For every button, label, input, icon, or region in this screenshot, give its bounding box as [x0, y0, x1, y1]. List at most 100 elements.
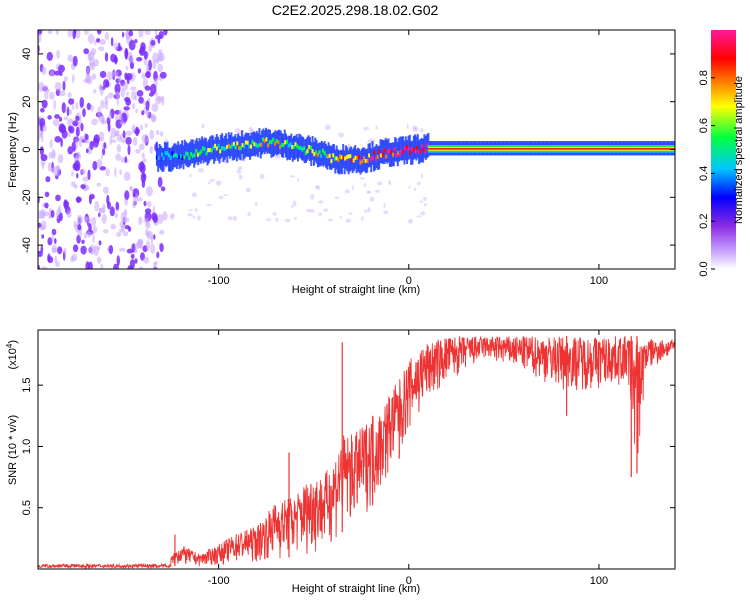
ridge-cell — [241, 143, 244, 148]
noise-speckle — [192, 215, 196, 219]
noise-speckle — [68, 126, 75, 134]
ridge-halo — [270, 133, 273, 158]
ridge-cell — [339, 154, 341, 159]
noise-speckle — [387, 180, 392, 186]
ridge-halo — [423, 134, 426, 159]
noise-speckle — [147, 200, 152, 208]
noise-speckle — [111, 139, 117, 144]
noise-speckle — [359, 177, 365, 180]
ridge-cell — [462, 146, 465, 151]
ridge-cell — [303, 146, 306, 151]
noise-speckle — [79, 97, 85, 108]
ridge-cell — [582, 146, 584, 151]
ridge-cell — [556, 146, 559, 151]
ridge-cell — [612, 146, 615, 151]
ridge-cell — [434, 146, 437, 151]
ridge-cell — [356, 155, 359, 160]
noise-speckle — [141, 134, 149, 144]
noise-speckle — [156, 214, 164, 224]
ridge-cell — [417, 149, 420, 154]
noise-speckle — [131, 124, 136, 134]
ridge-halo — [286, 136, 289, 161]
ridge-cell — [505, 146, 507, 151]
ridge-halo — [187, 143, 190, 168]
noise-speckle — [99, 166, 107, 171]
ridge-cell — [265, 137, 268, 142]
ridge-cell — [578, 146, 581, 151]
noise-speckle — [75, 30, 81, 39]
ridge-halo — [388, 143, 391, 167]
noise-speckle — [47, 115, 52, 120]
ridge-halo — [403, 140, 406, 165]
ridge-cell — [448, 146, 451, 151]
ridge-halo — [334, 149, 337, 174]
ridge-cell — [626, 146, 629, 151]
ridge-cell — [272, 137, 275, 142]
noise-speckle — [75, 101, 79, 110]
noise-speckle — [75, 196, 82, 203]
noise-speckle — [115, 129, 120, 137]
noise-speckle — [97, 30, 102, 35]
noise-speckle — [339, 216, 342, 219]
noise-speckle — [156, 251, 160, 259]
ridge-cell — [479, 146, 482, 151]
ridge-halo — [213, 139, 216, 164]
ridge-cell — [436, 146, 439, 151]
ridge-halo — [226, 138, 229, 163]
noise-speckle — [153, 262, 157, 269]
noise-speckle — [84, 30, 89, 35]
noise-speckle — [383, 210, 389, 215]
noise-speckle — [71, 170, 74, 177]
ridge-cell — [378, 149, 381, 154]
colorbar-tick-label: 0.8 — [698, 70, 710, 85]
ridge-cell — [484, 146, 487, 151]
noise-speckle — [412, 125, 418, 130]
noise-speckle — [148, 44, 153, 53]
ridge-halo — [318, 142, 321, 167]
ridge-cell — [429, 146, 432, 151]
ridge-cell — [320, 154, 323, 159]
noise-speckle — [110, 53, 116, 63]
ridge-cell — [558, 146, 561, 151]
ridge-cell — [200, 149, 203, 154]
colorbar-ticks: 0.0 0.2 0.4 0.6 0.8 — [698, 70, 715, 277]
ridge-cell — [532, 146, 535, 151]
noise-speckle — [107, 92, 114, 99]
ridge-cell — [520, 146, 523, 151]
ridge-cell — [576, 146, 579, 151]
noise-speckle — [293, 217, 297, 220]
ridge-cell — [636, 146, 639, 151]
noise-speckle — [85, 74, 91, 83]
snr-y-axis-label: SNR (10 * v/v) — [7, 415, 19, 485]
ridge-cell — [277, 140, 280, 145]
noise-speckle — [48, 152, 53, 159]
ridge-halo — [371, 141, 374, 166]
ridge-cell — [202, 146, 205, 151]
ridge-cell — [667, 146, 670, 151]
noise-speckle — [152, 60, 157, 70]
ridge-cell — [450, 146, 453, 151]
ridge-cell — [214, 143, 217, 148]
ridge-cell — [373, 150, 376, 155]
ridge-cell — [428, 146, 430, 151]
ridge-cell — [328, 153, 331, 158]
ridge-cell — [431, 146, 434, 151]
ridge-cell — [243, 144, 246, 149]
ridge-cell — [487, 146, 490, 151]
ridge-cell — [381, 152, 384, 157]
noise-speckle — [155, 35, 162, 40]
noise-speckle — [71, 253, 78, 262]
ridge-cell — [440, 146, 442, 151]
ridge-cell — [665, 146, 668, 151]
ridge-cell — [623, 146, 626, 151]
ridge-band — [427, 150, 675, 152]
noise-speckle — [136, 90, 144, 97]
ridge-halo — [400, 136, 403, 161]
ridge-cell — [289, 142, 292, 147]
noise-speckle — [67, 54, 74, 62]
noise-speckle — [83, 232, 88, 239]
noise-speckle — [63, 199, 68, 210]
ridge-halo — [219, 135, 222, 159]
ridge-cell — [599, 146, 602, 151]
noise-speckle — [188, 209, 193, 212]
